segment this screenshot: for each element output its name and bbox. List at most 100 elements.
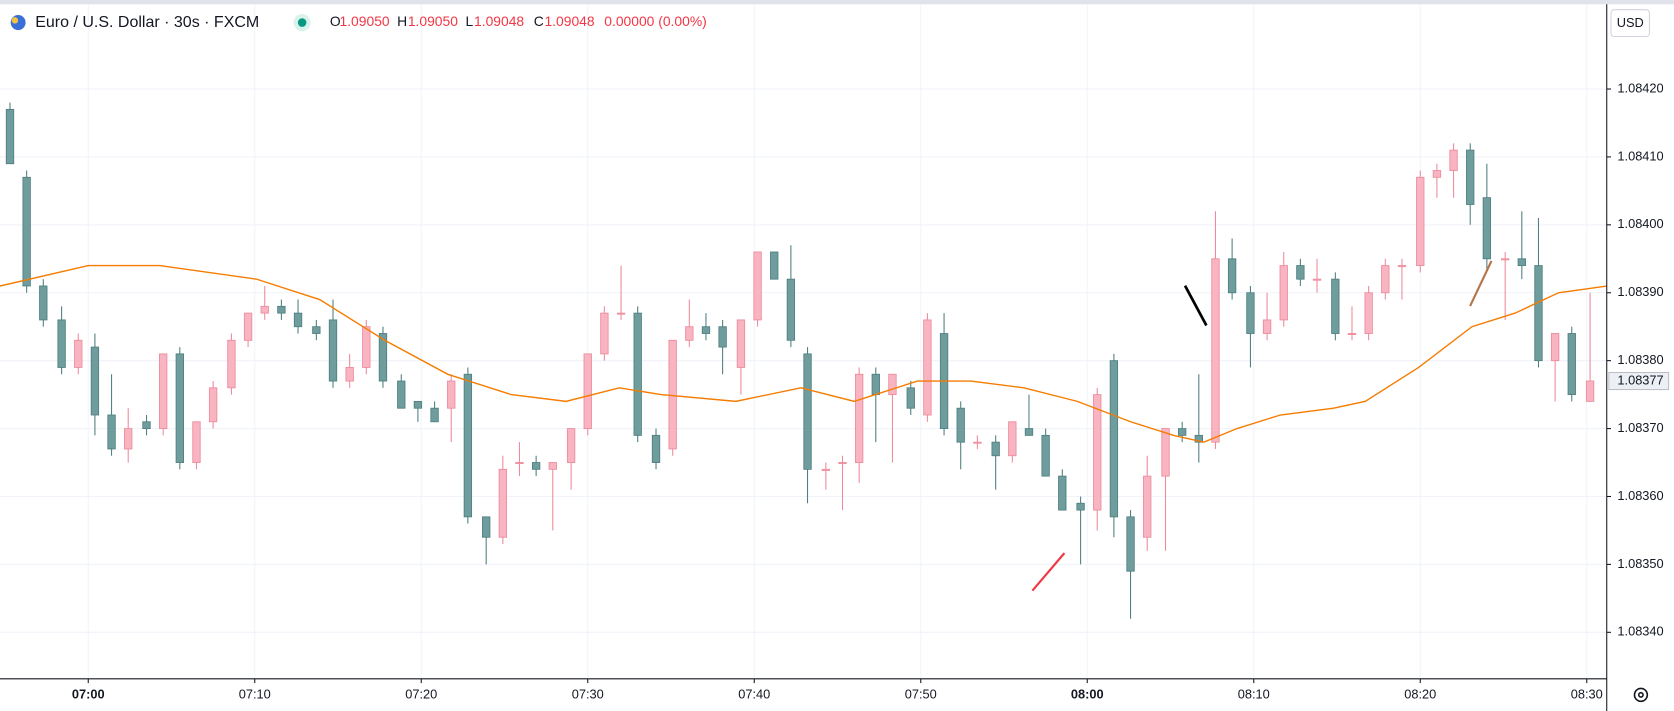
top-border — [0, 0, 1674, 5]
x-tick-label: 08:20 — [1404, 686, 1436, 701]
candle-body — [447, 380, 456, 409]
candle-body — [293, 312, 303, 328]
candle-body — [718, 326, 727, 348]
change-value: 0.00000 (0.00%) — [604, 13, 707, 29]
candle-body — [1211, 258, 1220, 443]
candle-body — [362, 326, 371, 368]
y-tick-label: 1.08350 — [1617, 556, 1663, 571]
candle-body — [973, 441, 982, 444]
candle-body — [192, 421, 201, 463]
candle-body — [1041, 434, 1050, 477]
candle-body — [413, 400, 423, 409]
y-tick-label: 1.08380 — [1617, 352, 1663, 367]
x-tick-label: 08:00 — [1071, 686, 1104, 701]
y-tick-label: 1.08400 — [1617, 216, 1663, 231]
currency-label: USD — [1617, 15, 1644, 30]
candle-body — [312, 326, 321, 334]
x-tick-label: 07:10 — [239, 686, 271, 701]
ohlc-value: 1.09048 — [544, 13, 594, 29]
symbol-icon-flag — [11, 17, 19, 24]
candle-body — [227, 339, 236, 389]
candle-body — [208, 387, 218, 423]
currency-button[interactable] — [1610, 9, 1650, 38]
ohlc-key: O — [330, 13, 341, 29]
candle-body — [753, 251, 762, 321]
candle-body — [736, 319, 746, 368]
market-status-dot — [297, 18, 307, 27]
candle-body — [57, 319, 66, 368]
candle-body — [616, 312, 626, 315]
axes: 1.08340 1.08350 1.08360 1.08370 1.08380 1.083… — [72, 80, 1670, 701]
candle-body — [838, 462, 847, 465]
candle-body — [821, 468, 831, 471]
candle-body — [1517, 258, 1526, 267]
candle-body — [871, 373, 880, 396]
candle-body — [328, 319, 338, 382]
candle-body — [1296, 265, 1305, 280]
candle-body — [1482, 197, 1492, 260]
candle-body — [770, 251, 779, 280]
candle-body — [583, 353, 592, 430]
candle-body — [1567, 333, 1576, 396]
ohlc-value: 1.09048 — [474, 13, 524, 29]
settings-button[interactable] — [1633, 687, 1649, 703]
candle-body — [803, 353, 812, 470]
candle-body — [175, 353, 184, 463]
candle-body — [923, 319, 932, 416]
candle-body — [548, 462, 557, 470]
candle-body — [1194, 434, 1203, 443]
trend-line[interactable] — [1031, 552, 1066, 592]
candle-body — [906, 387, 915, 409]
candle-body — [1246, 292, 1255, 334]
symbol-title[interactable]: Euro / U.S. Dollar · 30s · FXCM — [35, 13, 259, 31]
candle-body — [668, 339, 677, 450]
x-tick-label: 07:00 — [72, 686, 105, 701]
candle-body — [345, 367, 354, 382]
gear-inner — [1637, 691, 1644, 698]
candle-body — [1550, 333, 1560, 362]
candle-body — [888, 373, 897, 396]
ohlc-key: C — [534, 13, 544, 29]
x-tick-label: 07:40 — [738, 686, 770, 701]
x-tick-label: 07:20 — [405, 686, 437, 701]
candle-body — [1364, 292, 1373, 334]
candle-body — [1008, 421, 1017, 457]
candle-body — [515, 462, 524, 465]
candle-body — [1585, 380, 1595, 402]
candle-body — [600, 312, 609, 355]
candle-body — [260, 305, 269, 314]
candle-body — [1312, 278, 1322, 281]
candle-body — [1024, 428, 1034, 436]
candle-body — [566, 428, 576, 463]
candle-body — [1143, 475, 1152, 538]
candle-body — [531, 462, 541, 470]
y-tick-label: 1.08370 — [1617, 420, 1663, 435]
drawings — [1031, 260, 1493, 592]
candle-body — [430, 407, 439, 423]
last-price-label: 1.08377 — [1617, 372, 1663, 387]
candle-body — [701, 326, 711, 334]
candle-body — [1501, 258, 1510, 261]
candle-body — [1534, 265, 1543, 362]
candle-body — [22, 176, 31, 287]
candle-body — [39, 285, 48, 321]
candle-body — [1262, 319, 1272, 334]
candle-body — [1416, 176, 1425, 267]
ohlc-value: 1.09050 — [339, 13, 389, 29]
candle-body — [1381, 265, 1390, 294]
candle-body — [1397, 265, 1407, 268]
legend-header: Euro / U.S. Dollar · 30s · FXCM O 1.0905… — [10, 13, 707, 32]
candle-body — [498, 468, 507, 538]
trend-line[interactable] — [1469, 260, 1493, 307]
candle-body — [1279, 265, 1288, 321]
trend-line[interactable] — [1183, 285, 1208, 327]
y-tick-label: 1.08420 — [1617, 80, 1663, 95]
plot-area — [0, 102, 1607, 619]
candle-body — [1161, 428, 1170, 477]
candle-body — [397, 380, 406, 409]
x-tick-label: 08:30 — [1571, 686, 1603, 701]
x-tick-label: 07:50 — [905, 686, 937, 701]
ohlc-value: 1.09050 — [408, 13, 458, 29]
